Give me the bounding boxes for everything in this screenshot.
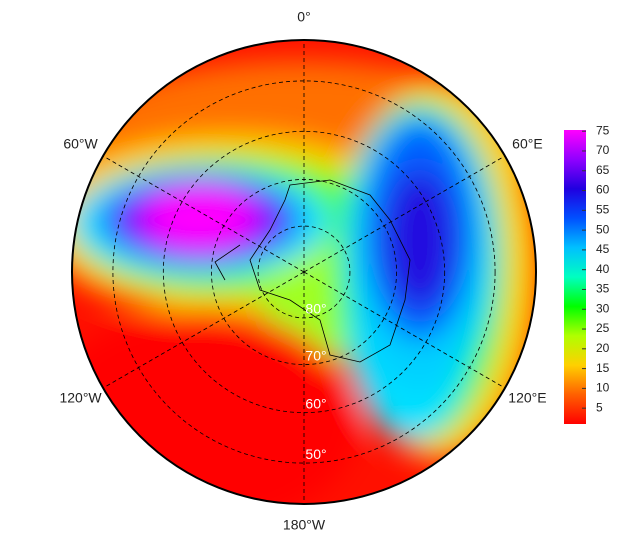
- latitude-label: 70°: [305, 347, 326, 363]
- colorbar-tick-label: 45: [596, 242, 610, 256]
- colorbar-tick-label: 50: [596, 222, 610, 236]
- field: [72, 40, 536, 504]
- colorbar-bar: [564, 130, 586, 424]
- labels: 80° 70° 60° 50° 0° 60°E 120°E 180°W 120°W 60°W: [59, 9, 546, 533]
- colorbar-tick-label: 20: [596, 341, 610, 355]
- coastline: [214, 179, 411, 363]
- meridian: [303, 155, 506, 273]
- colorbar-tick-label: 75: [596, 123, 610, 137]
- longitude-label: 60°W: [63, 136, 98, 152]
- colorbar-tick-label: 65: [596, 163, 610, 177]
- colorbar-tick-label: 10: [596, 381, 610, 395]
- colorbar-tick-label: 35: [596, 282, 610, 296]
- colorbar-tick-label: 60: [596, 183, 610, 197]
- latitude-circle: [112, 80, 496, 464]
- map-boundary: [71, 39, 537, 505]
- meridian: [102, 155, 305, 273]
- colorbar-tick-label: 25: [596, 321, 610, 335]
- colorbar-tick-label: 40: [596, 262, 610, 276]
- longitude-label: 120°W: [59, 390, 102, 406]
- latitude-label: 60°: [305, 395, 326, 411]
- colorbar-tick-label: 30: [596, 301, 610, 315]
- latitude-label: 50°: [305, 446, 326, 462]
- colorbar-tick-label: 15: [596, 361, 610, 375]
- colorbar-tick-label: 70: [596, 143, 610, 157]
- meridian: [303, 271, 506, 389]
- latitude-label: 80°: [305, 301, 326, 317]
- longitude-label: 0°: [297, 9, 310, 25]
- colorbar: 5 10 15 20 25 30 35 40 45 50 55 60 65 70 75: [564, 123, 610, 424]
- longitude-label: 60°E: [512, 136, 543, 152]
- colorbar-tick-label: 55: [596, 202, 610, 216]
- colorbar-tick-label: 5: [596, 400, 603, 414]
- graticule: [102, 40, 506, 504]
- longitude-label: 120°E: [508, 390, 546, 406]
- meridian: [102, 271, 305, 389]
- longitude-label: 180°W: [283, 517, 326, 533]
